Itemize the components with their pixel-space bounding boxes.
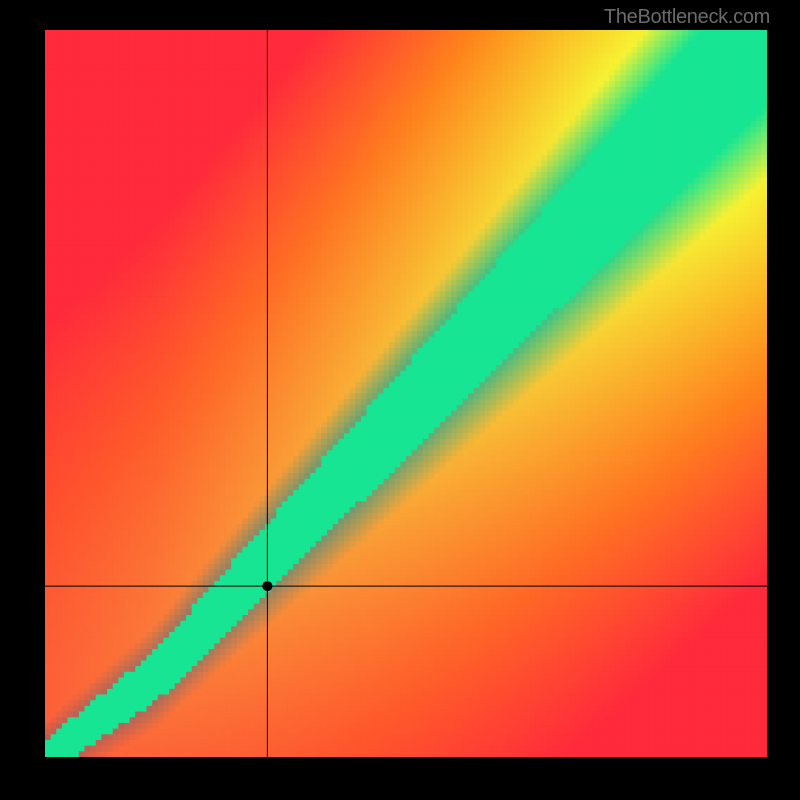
plot-area [45,30,767,757]
watermark-text: TheBottleneck.com [604,6,770,29]
chart-container: TheBottleneck.com [0,0,800,800]
bottleneck-heatmap [45,30,767,757]
